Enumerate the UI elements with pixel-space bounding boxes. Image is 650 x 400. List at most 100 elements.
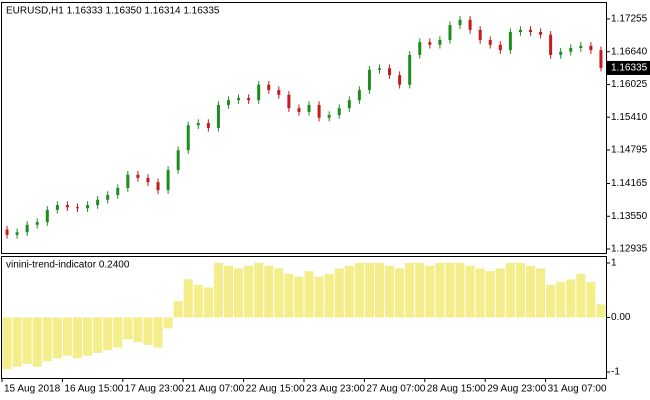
indicator-bar (42, 317, 52, 362)
indicator-bar (364, 262, 374, 318)
indicator-bar (143, 317, 153, 345)
candle-body (5, 229, 9, 235)
y-tick-label: 1.12935 (611, 244, 648, 255)
candle-body (116, 188, 120, 195)
candle-body (15, 232, 19, 235)
x-tick-label: 15 Aug 2018 (4, 384, 61, 395)
candle-body (206, 123, 210, 128)
candle-body (518, 29, 522, 33)
candle-body (76, 207, 79, 209)
candle-body (347, 100, 351, 109)
indicator-bar (12, 317, 22, 367)
indicator-bar (576, 273, 586, 318)
candle-body (257, 84, 261, 101)
y-tick-label: 0.00 (611, 312, 631, 323)
y-tick-label: 1.16640 (611, 46, 648, 57)
indicator-bar (294, 276, 304, 318)
y-tick-label: 1.15410 (611, 112, 648, 123)
candle-body (277, 90, 281, 95)
y-tick-label: 1.14165 (611, 178, 648, 189)
candle-body (468, 19, 472, 30)
indicator-bar (254, 262, 264, 318)
candle-body (539, 32, 543, 35)
indicator-bar (314, 276, 324, 318)
x-tick-label: 16 Aug 15:00 (64, 384, 123, 395)
x-tick-label: 27 Aug 07:00 (366, 384, 425, 395)
x-tick-label: 28 Aug 15:00 (427, 384, 486, 395)
candle-body (448, 25, 452, 41)
indicator-bar (32, 317, 42, 367)
indicator-bar (113, 317, 123, 348)
indicator-bar (455, 262, 465, 318)
indicator-bar (183, 279, 193, 318)
y-tick-label: 1.17255 (611, 14, 648, 25)
indicator-bar (274, 268, 284, 318)
candle-body (136, 174, 140, 178)
price-panel (1, 2, 607, 254)
candle-body (196, 123, 200, 126)
indicator-bar (495, 268, 505, 318)
indicator-bar (536, 268, 546, 318)
candle-body (337, 108, 341, 116)
x-tick-label: 31 Aug 07:00 (548, 384, 607, 395)
candle-body (55, 205, 59, 210)
indicator-bar (203, 287, 213, 318)
indicator-bar (556, 282, 566, 318)
indicator-bar (2, 317, 12, 370)
indicator-bar (284, 273, 294, 318)
candle-body (106, 194, 110, 200)
indicator-bar (344, 265, 354, 318)
indicator-bar (123, 317, 133, 340)
indicator-bar (72, 317, 83, 359)
candle-body (317, 104, 321, 118)
indicator-bar (374, 262, 385, 318)
indicator-bar (334, 268, 344, 318)
indicator-bar (93, 317, 103, 353)
last-price-label: 1.16335 (611, 63, 648, 74)
indicator-bar (103, 317, 113, 351)
indicator-bar (596, 304, 606, 318)
candle-body (297, 108, 301, 112)
indicator-bar (475, 268, 485, 318)
y-tick-label: 1 (611, 258, 617, 269)
indicator-bar (304, 271, 314, 318)
indicator-bar (234, 268, 244, 318)
y-tick-label: 1.14795 (611, 145, 648, 156)
candle-body (398, 75, 402, 85)
candle-body (357, 90, 361, 101)
candle-body (478, 29, 482, 41)
candle-body (327, 115, 331, 118)
candle-body (388, 68, 392, 76)
indicator-bar (324, 273, 334, 318)
indicator-bar (163, 317, 173, 329)
indicator-bar (435, 262, 445, 318)
candle-body (378, 68, 381, 70)
candle-body (508, 32, 512, 51)
indicator-bar (52, 317, 62, 359)
candle-body (367, 69, 371, 91)
indicator-bar (415, 262, 425, 318)
indicator-bar (586, 282, 596, 318)
candle-body (216, 104, 220, 128)
y-tick-label: -1 (611, 367, 620, 378)
candle-body (428, 42, 432, 45)
x-tick-label: 29 Aug 23:00 (487, 384, 546, 395)
x-tick-label: 23 Aug 23:00 (306, 384, 365, 395)
candle-body (549, 34, 553, 55)
indicator-bar (445, 262, 455, 318)
candle-body (25, 224, 29, 233)
candle-body (186, 125, 190, 151)
candle-body (237, 98, 241, 101)
indicator-bar (395, 268, 405, 318)
indicator-bar (264, 265, 274, 318)
x-tick-label: 22 Aug 15:00 (246, 384, 305, 395)
candle-body (176, 150, 180, 170)
candle-body (418, 42, 422, 55)
indicator-bar (244, 265, 254, 318)
candle-body (146, 177, 150, 183)
y-tick-label: 1.13550 (611, 211, 648, 222)
candle-body (45, 209, 49, 223)
last-price-box (607, 60, 650, 75)
symbol-header: EURUSD,H1 1.16333 1.16350 1.16314 1.1633… (6, 6, 220, 17)
